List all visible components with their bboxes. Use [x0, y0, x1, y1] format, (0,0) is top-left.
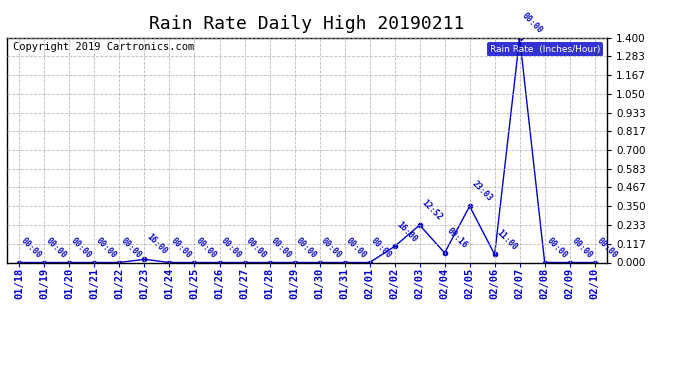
Text: 11:00: 11:00 — [495, 228, 519, 252]
Text: 16:00: 16:00 — [144, 232, 168, 256]
Text: 00:00: 00:00 — [195, 236, 219, 260]
Text: 00:00: 00:00 — [70, 236, 93, 260]
Text: 00:00: 00:00 — [520, 10, 544, 35]
Legend: Rain Rate  (Inches/Hour): Rain Rate (Inches/Hour) — [487, 42, 602, 56]
Text: 00:00: 00:00 — [370, 236, 393, 260]
Text: 00:00: 00:00 — [270, 236, 293, 260]
Text: 00:00: 00:00 — [170, 236, 193, 260]
Text: 00:00: 00:00 — [244, 236, 268, 260]
Text: 00:00: 00:00 — [344, 236, 368, 260]
Text: 00:00: 00:00 — [119, 236, 144, 260]
Text: 00:00: 00:00 — [219, 236, 244, 260]
Text: 00:00: 00:00 — [319, 236, 344, 260]
Text: Copyright 2019 Cartronics.com: Copyright 2019 Cartronics.com — [13, 42, 194, 52]
Text: 00:00: 00:00 — [295, 236, 319, 260]
Title: Rain Rate Daily High 20190211: Rain Rate Daily High 20190211 — [149, 15, 465, 33]
Text: 00:00: 00:00 — [570, 236, 593, 260]
Text: 00:00: 00:00 — [544, 236, 569, 260]
Text: 00:00: 00:00 — [95, 236, 119, 260]
Text: 00:00: 00:00 — [44, 236, 68, 260]
Text: 00:00: 00:00 — [595, 236, 619, 260]
Text: 00:00: 00:00 — [19, 236, 43, 260]
Text: 16:00: 16:00 — [395, 220, 419, 244]
Text: 09:16: 09:16 — [444, 226, 469, 250]
Text: 12:52: 12:52 — [420, 198, 444, 222]
Text: 23:03: 23:03 — [470, 179, 493, 204]
